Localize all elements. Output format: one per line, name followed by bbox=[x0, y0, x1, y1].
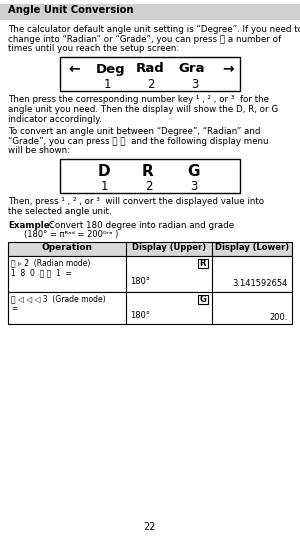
Text: R: R bbox=[200, 260, 206, 268]
Text: 180°: 180° bbox=[130, 312, 150, 321]
Text: Then press the corresponding number key ¹ , ² , or ³  for the: Then press the corresponding number key … bbox=[8, 96, 269, 105]
FancyBboxPatch shape bbox=[8, 255, 292, 292]
Text: →: → bbox=[222, 63, 234, 77]
Text: Rad: Rad bbox=[136, 63, 165, 76]
Text: Then, press ¹ , ² , or ³  will convert the displayed value into: Then, press ¹ , ² , or ³ will convert th… bbox=[8, 198, 264, 206]
Text: 3: 3 bbox=[190, 180, 197, 193]
Text: times until you reach the setup screen:: times until you reach the setup screen: bbox=[8, 44, 179, 53]
Text: 1: 1 bbox=[101, 180, 109, 193]
Text: Operation: Operation bbox=[41, 244, 92, 253]
Text: G: G bbox=[200, 295, 206, 305]
Text: 1: 1 bbox=[104, 78, 112, 91]
Text: Gra: Gra bbox=[178, 63, 205, 76]
FancyBboxPatch shape bbox=[198, 294, 208, 303]
FancyBboxPatch shape bbox=[8, 292, 292, 323]
Text: 3.141592654: 3.141592654 bbox=[232, 280, 288, 288]
Text: =: = bbox=[11, 305, 17, 314]
Text: G: G bbox=[187, 165, 200, 179]
FancyBboxPatch shape bbox=[60, 57, 240, 91]
Text: will be shown:: will be shown: bbox=[8, 146, 70, 155]
Text: 22: 22 bbox=[144, 522, 156, 532]
Text: R: R bbox=[142, 165, 154, 179]
FancyBboxPatch shape bbox=[8, 241, 292, 255]
Text: 2: 2 bbox=[147, 78, 154, 91]
Text: (180° = πᴿᵃᵈ = 200ᴳʳᵃ ): (180° = πᴿᵃᵈ = 200ᴳʳᵃ ) bbox=[24, 230, 118, 239]
Text: 2: 2 bbox=[145, 180, 152, 193]
Text: 1  8  0  ⒨ ⒨  1  =: 1 8 0 ⒨ ⒨ 1 = bbox=[11, 268, 72, 278]
Text: 180°: 180° bbox=[130, 278, 150, 287]
Text: Angle Unit Conversion: Angle Unit Conversion bbox=[8, 5, 134, 15]
FancyBboxPatch shape bbox=[60, 159, 240, 192]
Text: ←: ← bbox=[68, 63, 80, 77]
Text: 200.: 200. bbox=[270, 314, 288, 322]
Text: 3: 3 bbox=[191, 78, 198, 91]
Text: the selected angle unit.: the selected angle unit. bbox=[8, 207, 112, 216]
FancyBboxPatch shape bbox=[0, 4, 300, 20]
Text: The calculator default angle unit setting is “Degree”. If you need to: The calculator default angle unit settin… bbox=[8, 25, 300, 34]
Text: indicator accordingly.: indicator accordingly. bbox=[8, 114, 102, 124]
Text: Example:: Example: bbox=[8, 220, 53, 230]
FancyBboxPatch shape bbox=[198, 259, 208, 267]
Text: angle unit you need. Then the display will show the D, R, or G: angle unit you need. Then the display wi… bbox=[8, 105, 278, 114]
Text: To convert an angle unit between “Degree”, “Radian” and: To convert an angle unit between “Degree… bbox=[8, 127, 260, 136]
Text: ⒨ ◁ ◁ ◁ 3  (Grade mode): ⒨ ◁ ◁ ◁ 3 (Grade mode) bbox=[11, 294, 106, 303]
Text: Deg: Deg bbox=[96, 63, 126, 76]
Text: change into “Radian” or “Grade”, you can press ⒨ a number of: change into “Radian” or “Grade”, you can… bbox=[8, 35, 281, 44]
Text: Display (Upper): Display (Upper) bbox=[132, 244, 206, 253]
Text: ⒨ ▹ 2  (Radian mode): ⒨ ▹ 2 (Radian mode) bbox=[11, 259, 90, 267]
Text: “Grade”, you can press ⒨ ⒨  and the following display menu: “Grade”, you can press ⒨ ⒨ and the follo… bbox=[8, 137, 268, 145]
Text: D: D bbox=[98, 165, 111, 179]
Text: Display (Lower): Display (Lower) bbox=[215, 244, 289, 253]
Text: Convert 180 degree into radian and grade: Convert 180 degree into radian and grade bbox=[46, 220, 234, 230]
